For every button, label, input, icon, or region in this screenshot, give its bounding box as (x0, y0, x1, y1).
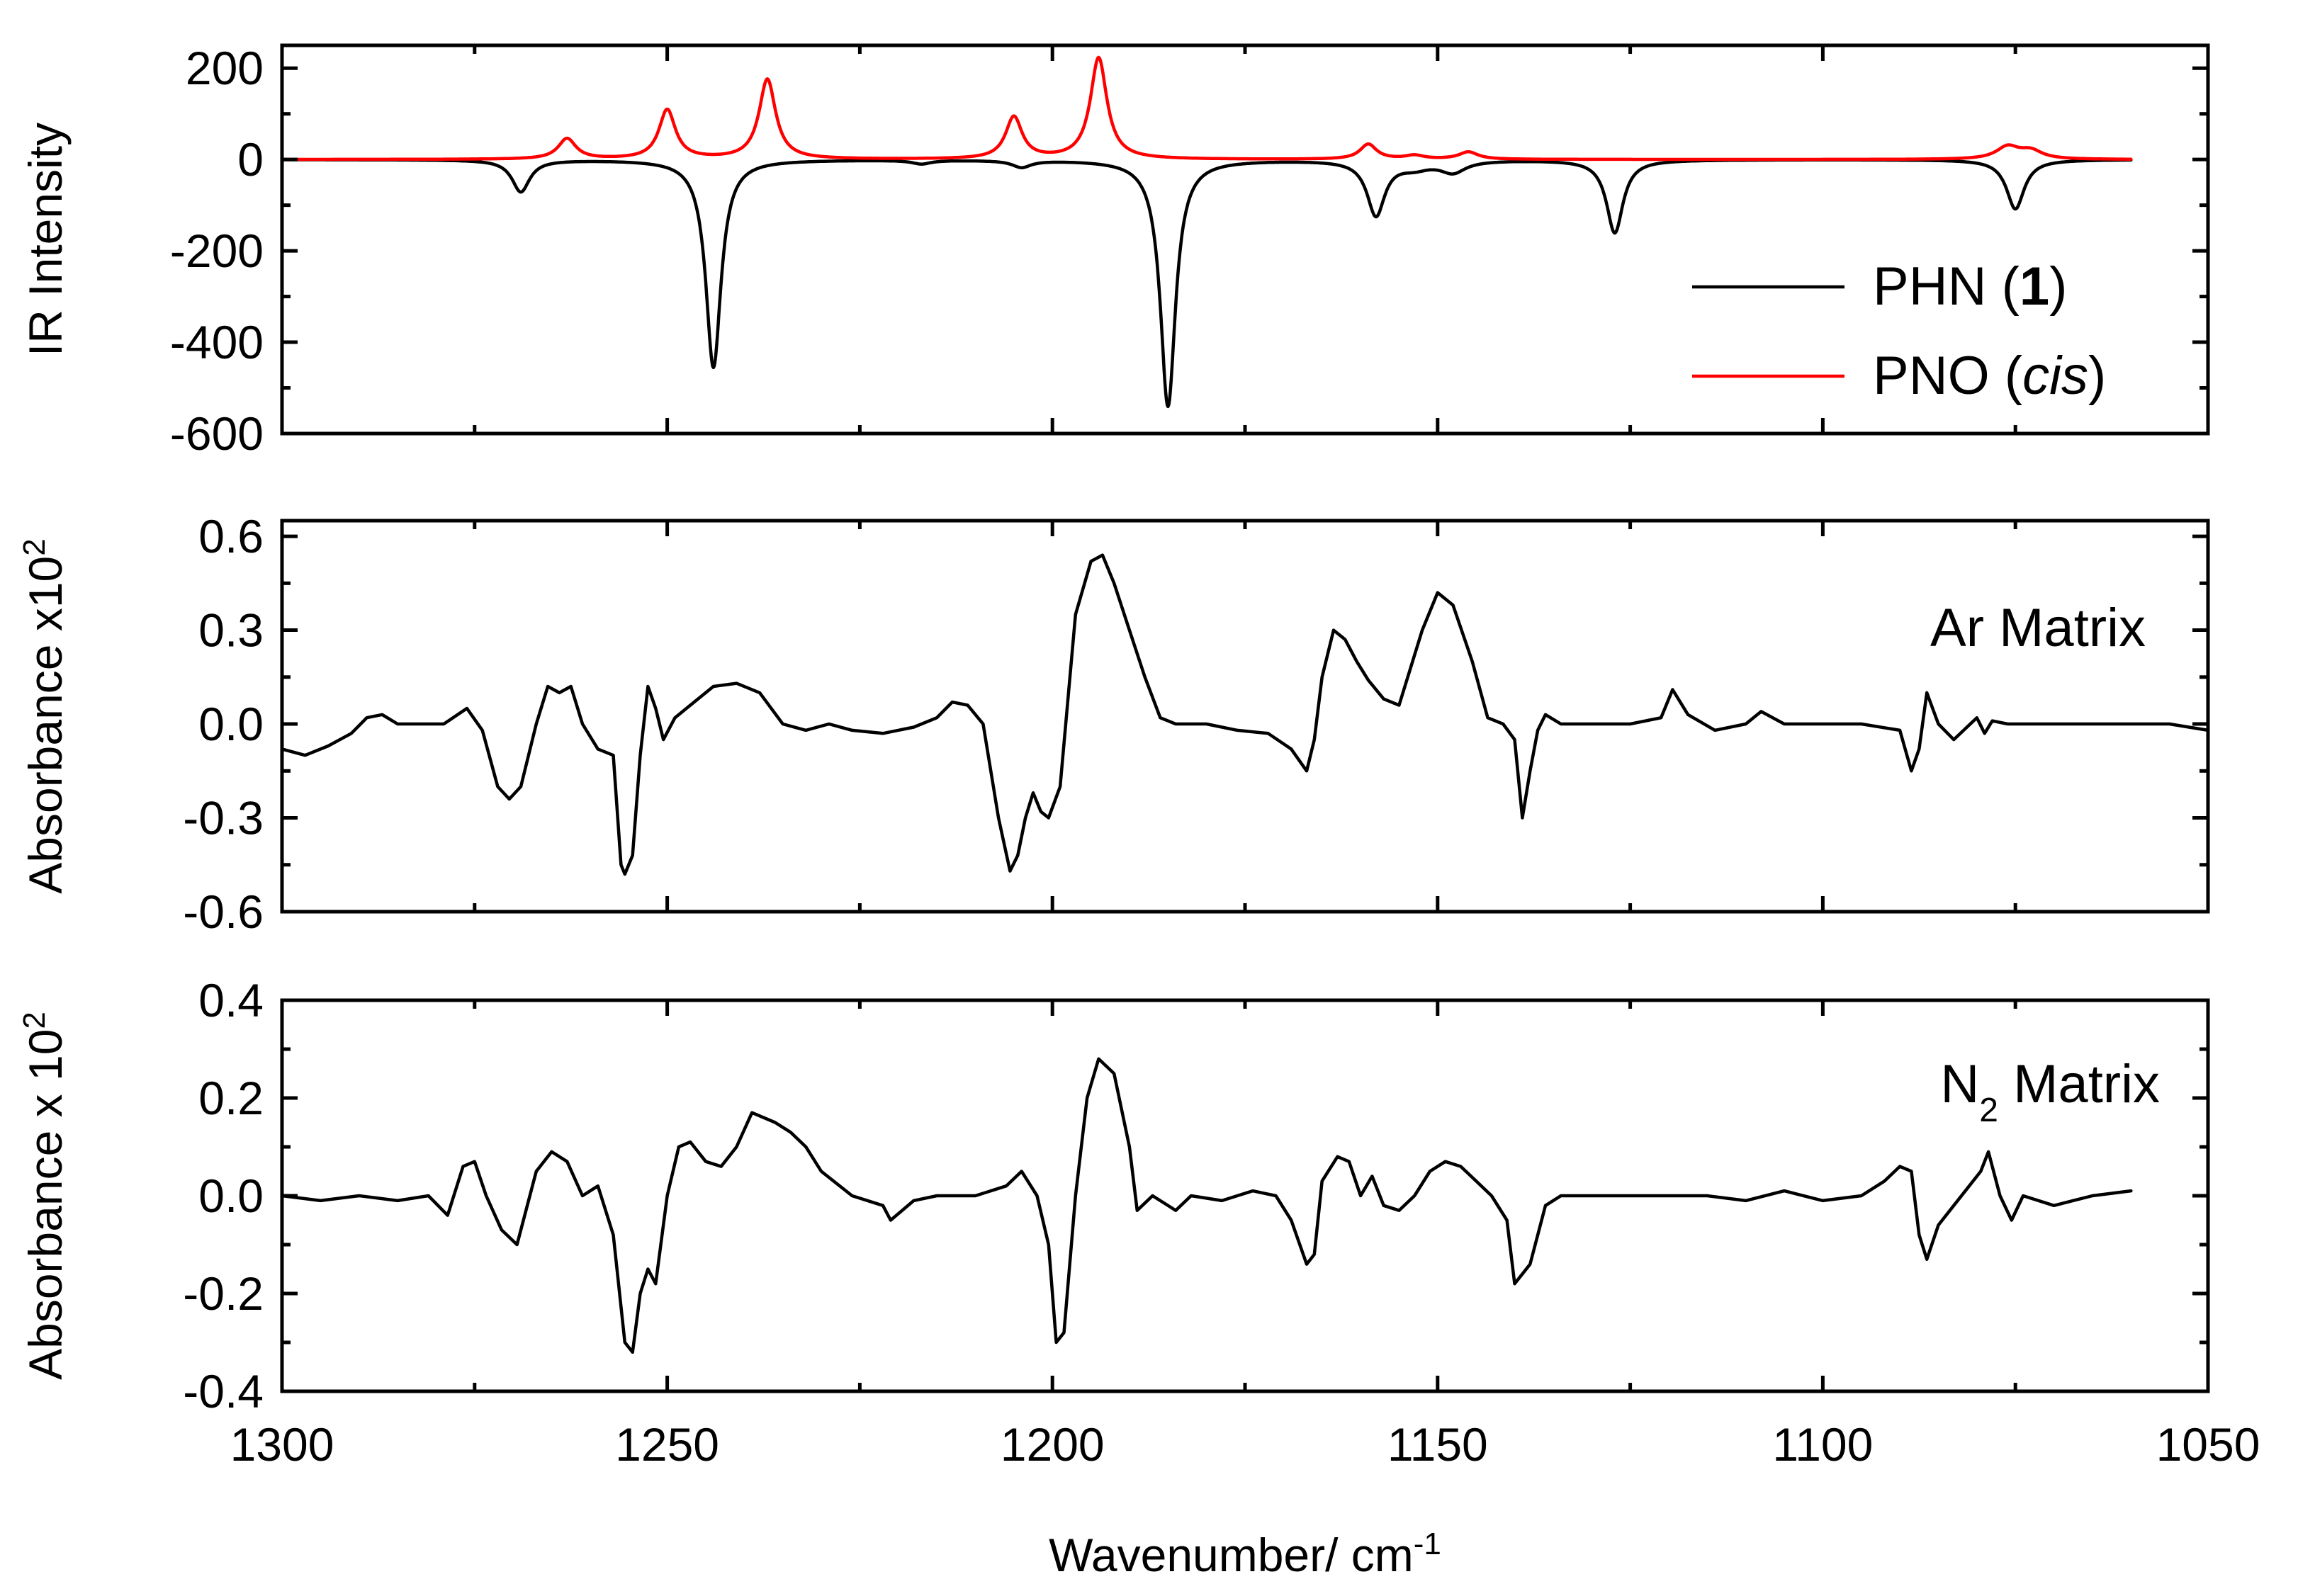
y-tick-label: 0.6 (198, 510, 264, 562)
series-line-0 (280, 158, 2133, 409)
y-tick-label: 0.0 (198, 1170, 264, 1222)
series-line-1 (280, 55, 2133, 162)
y-tick-label: 0.3 (198, 604, 264, 657)
panel-label-ar-matrix: Ar Matrix (1930, 598, 2146, 658)
y-tick-label: 0.4 (198, 974, 264, 1026)
y-tick-label: 0.2 (198, 1072, 264, 1124)
y-axis-title: Absorbance x102 (17, 538, 72, 893)
y-tick-label: -600 (170, 407, 264, 460)
plot-frame (280, 998, 2210, 1393)
y-tick-label: -0.3 (183, 792, 264, 844)
series-line-0 (280, 553, 2210, 876)
x-tick-label: 1100 (1772, 1418, 1873, 1471)
x-tick-label: 1250 (615, 1418, 719, 1471)
x-tick-label: 1300 (230, 1418, 334, 1471)
ticks-layer: -0.4 -0.2 0.0 0.2 0.4 (183, 974, 2210, 1417)
plot-frame (280, 519, 2210, 914)
ticks-layer: -0.6 -0.3 0.0 0.3 0.6 (183, 510, 2210, 938)
x-tick-label: 1200 (1001, 1418, 1105, 1471)
y-tick-label: -400 (170, 316, 264, 368)
y-axis-title: Absorbance x 102 (17, 1012, 72, 1380)
x-tick-label: 1150 (1387, 1418, 1488, 1471)
series-layer (280, 553, 2210, 876)
legend-label-pno: PNO (cis) (1873, 346, 2106, 406)
panel-ar-matrix: -0.6 -0.3 0.0 0.3 0.6 Absorbance x102 Ar Mat… (17, 510, 2210, 938)
y-tick-label: 0 (237, 133, 264, 186)
y-tick-label: -200 (170, 225, 264, 277)
y-tick-label: -0.2 (183, 1267, 264, 1320)
series-layer (280, 1057, 2133, 1354)
panel-n2-matrix: -0.4 -0.2 0.0 0.2 0.4 Absorbance x 102 N2 Ma… (17, 974, 2210, 1417)
series-layer (280, 55, 2133, 409)
y-tick-label: -0.4 (183, 1365, 264, 1417)
y-tick-label: 0.0 (198, 698, 264, 750)
y-axis-title: IR Intensity (19, 123, 72, 356)
x-axis-title: Wavenumber/ cm-1 (1049, 1527, 1441, 1582)
x-axis: 1300 1250 1200 1150 1100 1050 (230, 1418, 2260, 1471)
series-line-0 (280, 1057, 2133, 1354)
panel-label-n2-matrix: N2 Matrix (1940, 1054, 2160, 1129)
ticks-layer: -600 -400 -200 0 200 (170, 42, 2210, 460)
x-tick-label: 1050 (2156, 1418, 2260, 1471)
y-tick-label: 200 (186, 42, 264, 94)
panel-ir-intensity: -600 -400 -200 0 200 IR Intensity PHN (1) PN… (19, 42, 2210, 460)
legend: PHN (1) PNO (cis) (1692, 256, 2106, 406)
y-tick-label: -0.6 (183, 885, 264, 938)
legend-label-phn: PHN (1) (1873, 256, 2067, 317)
